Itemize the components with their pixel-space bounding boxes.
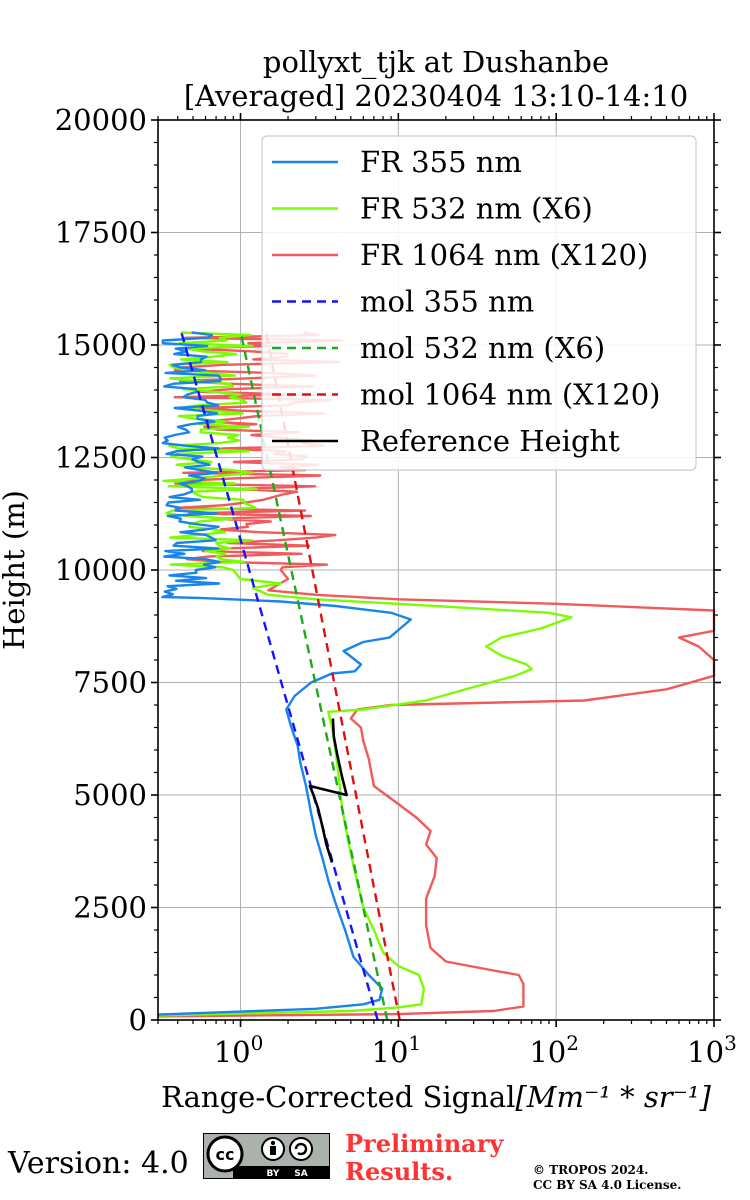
y-tick-label: 20000 bbox=[55, 103, 147, 137]
x-axis-label-units: [Mm⁻¹ * sr⁻¹] bbox=[515, 1080, 711, 1114]
copyright-line2: CC BY SA 4.0 License. bbox=[533, 1178, 682, 1192]
x-axis-label-text: Range-Corrected Signal bbox=[161, 1080, 515, 1114]
cc-by-sa-badge: cc BY SA bbox=[203, 1133, 330, 1179]
series-line-6 bbox=[308, 718, 348, 863]
y-tick-label: 17500 bbox=[55, 216, 147, 250]
legend-label-2: FR 1064 nm (X120) bbox=[360, 238, 648, 272]
legend-box bbox=[261, 135, 697, 471]
y-tick-label: 2500 bbox=[73, 891, 147, 925]
legend: FR 355 nm FR 532 nm (X6) FR 1064 nm (X120)… bbox=[261, 135, 697, 471]
legend-label-0: FR 355 nm bbox=[360, 145, 522, 179]
sa-icon bbox=[289, 1137, 313, 1161]
y-tick-label: 10000 bbox=[55, 553, 147, 587]
y-tick-label: 5000 bbox=[73, 778, 147, 812]
preliminary-line2: Results. bbox=[345, 1157, 454, 1186]
x-tick-label: 103 bbox=[687, 1031, 737, 1069]
preliminary-results-note: Preliminary Results. bbox=[345, 1130, 503, 1186]
preliminary-line1: Preliminary bbox=[345, 1129, 504, 1158]
y-axis-label: Height (m) bbox=[0, 490, 31, 650]
x-tick-label: 102 bbox=[529, 1031, 579, 1069]
x-tick-label: 101 bbox=[372, 1031, 422, 1069]
series-line-1 bbox=[157, 331, 573, 1017]
svg-text:cc: cc bbox=[216, 1145, 235, 1164]
legend-label-5: mol 1064 nm (X120) bbox=[360, 378, 661, 412]
y-tick-label: 7500 bbox=[73, 666, 147, 700]
y-tick-label: 12500 bbox=[55, 441, 147, 475]
x-tick-label: 100 bbox=[214, 1031, 264, 1069]
series-line-0 bbox=[157, 331, 412, 1016]
y-tick-label: 0 bbox=[129, 1003, 147, 1037]
legend-label-6: Reference Height bbox=[360, 424, 620, 458]
copyright-note: © TROPOS 2024. CC BY SA 4.0 License. bbox=[533, 1163, 681, 1193]
legend-label-4: mol 532 nm (X6) bbox=[360, 331, 605, 365]
chart-title-line1: pollyxt_tjk at Dushanbe bbox=[263, 45, 609, 80]
copyright-line1: © TROPOS 2024. bbox=[533, 1163, 649, 1177]
axis-ticks: 0 2500 5000 7500 10000 12500 15000 17500 20000 10… bbox=[55, 103, 737, 1069]
svg-text:SA: SA bbox=[294, 1169, 307, 1179]
svg-text:BY: BY bbox=[267, 1169, 280, 1179]
legend-label-3: mol 355 nm bbox=[360, 285, 534, 319]
series-line-5 bbox=[264, 331, 401, 1021]
cc-icon bbox=[206, 1135, 244, 1173]
x-axis-label: Range-Corrected Signal[Mm⁻¹ * sr⁻¹] bbox=[161, 1080, 711, 1114]
legend-label-1: FR 532 nm (X6) bbox=[360, 192, 593, 226]
version-text: Version: 4.0 bbox=[8, 1146, 189, 1181]
series-line-2 bbox=[157, 331, 716, 1018]
y-tick-label: 15000 bbox=[55, 328, 147, 362]
lidar-profile-chart: pollyxt_tjk at Dushanbe [Averaged] 20230… bbox=[0, 45, 737, 1114]
chart-title-line2: [Averaged] 20230404 13:10-14:10 bbox=[184, 79, 688, 113]
